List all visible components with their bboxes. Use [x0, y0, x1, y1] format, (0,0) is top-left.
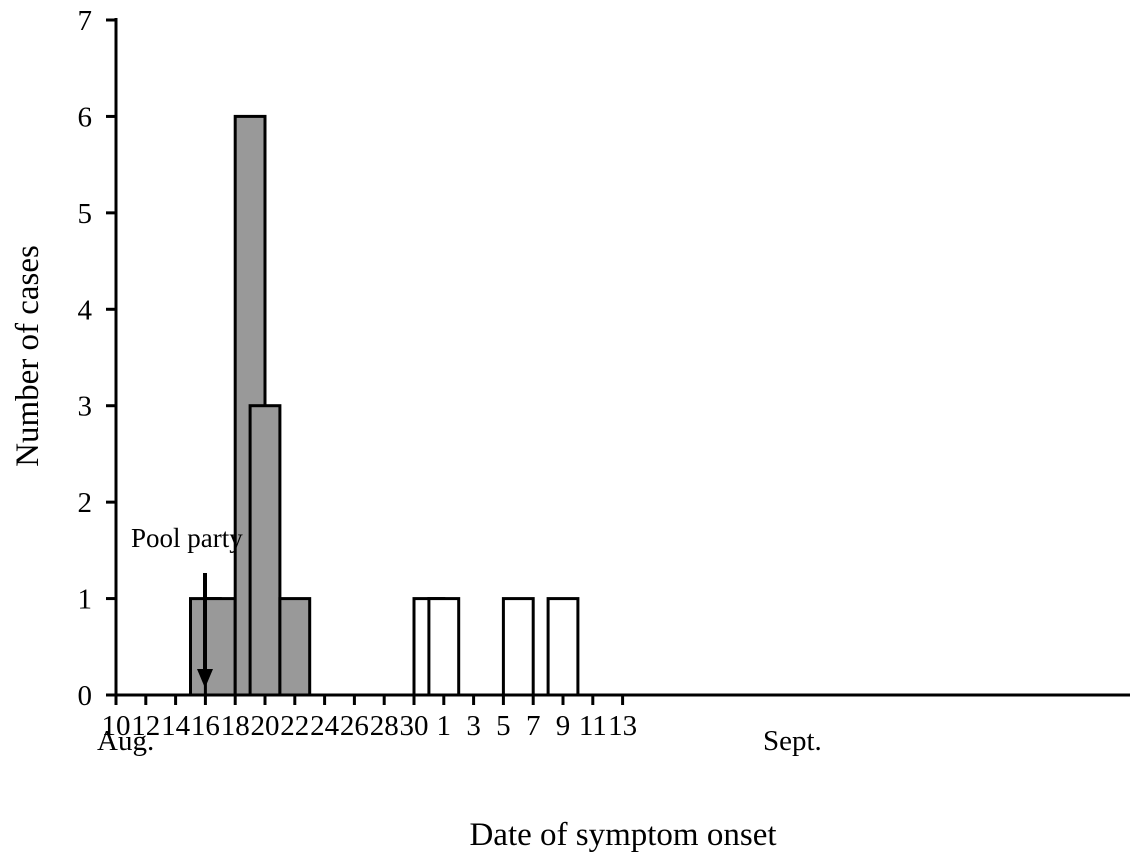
- bar-filled-aug-17: [203, 597, 237, 697]
- y-tick-label: 7: [78, 5, 93, 37]
- month-label-sept: Sept.: [763, 725, 822, 757]
- annotation-arrowhead-icon: [197, 669, 213, 688]
- y-tick-label: 0: [78, 680, 93, 712]
- x-tick-label: 30: [400, 710, 429, 742]
- y-tick-label: 6: [78, 101, 93, 133]
- x-tick-label: 28: [370, 710, 399, 742]
- bar-filled-aug-22: [278, 597, 312, 697]
- x-tick-label: 12: [131, 710, 160, 742]
- x-tick-label: 1: [437, 710, 452, 742]
- y-tick-label: 4: [78, 294, 93, 326]
- month-labels: Aug. Sept.: [97, 725, 822, 757]
- y-tick-label: 2: [78, 487, 93, 519]
- x-tick-label: 11: [579, 710, 607, 742]
- month-label-aug: Aug.: [97, 725, 154, 757]
- annotation-label: Pool party: [131, 523, 243, 553]
- x-tick-label: 10: [102, 710, 131, 742]
- pool-party-annotation: Pool party: [131, 523, 243, 688]
- x-tick-label: 3: [466, 710, 481, 742]
- bar-open-sep-1: [427, 597, 461, 697]
- x-tick-label: 5: [496, 710, 511, 742]
- y-tick-label: 3: [78, 391, 93, 423]
- y-tick-label: 5: [78, 198, 93, 230]
- bar-open-sep-6: [501, 597, 535, 697]
- x-tick-label: 18: [221, 710, 250, 742]
- axes-group: [114, 18, 1130, 697]
- x-tick-label: 20: [251, 710, 280, 742]
- x-tick-label: 14: [161, 710, 191, 742]
- x-tick-label: 26: [340, 710, 369, 742]
- x-tick-label: 7: [526, 710, 541, 742]
- y-axis-title: Number of cases: [10, 245, 46, 467]
- bars-group: [189, 114, 580, 697]
- x-axis-ticks: 10 12 14 16 18 20 22 24 26 28 30 1 3 5 7 9 11 13: [102, 695, 637, 742]
- bar-filled-aug-20: [248, 404, 282, 697]
- x-tick-label: 24: [310, 710, 340, 742]
- x-tick-label: 22: [280, 710, 309, 742]
- x-axis-title: Date of symptom onset: [469, 817, 776, 853]
- x-tick-label: 9: [556, 710, 571, 742]
- y-axis-ticks: 0 1 2 3 4 5 6 7: [78, 5, 116, 712]
- x-tick-label: 13: [608, 710, 637, 742]
- y-tick-label: 1: [78, 584, 93, 616]
- bar-open-sep-9: [546, 597, 580, 697]
- x-tick-label: 16: [191, 710, 220, 742]
